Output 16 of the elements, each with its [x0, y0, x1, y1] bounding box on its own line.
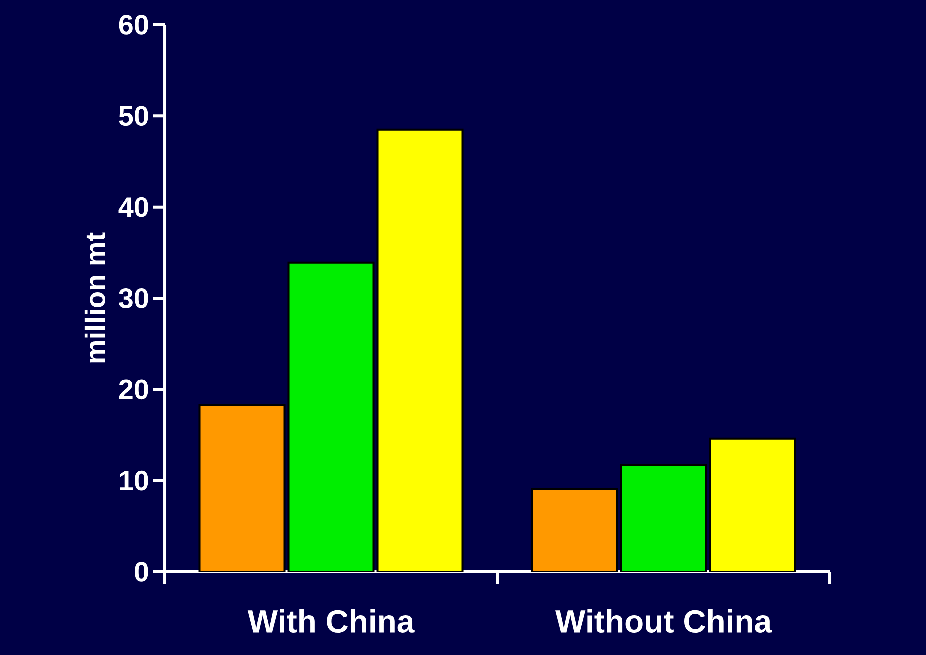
y-tick-label: 20 [119, 380, 148, 400]
x-tick-label: Without China [556, 610, 772, 634]
y-tick-label: 60 [119, 15, 148, 35]
bar [709, 438, 796, 572]
bar [376, 128, 464, 572]
bar [198, 404, 286, 572]
x-tick-label: With China [248, 610, 415, 634]
bar [288, 262, 375, 572]
y-tick-label: 30 [118, 288, 148, 308]
y-tick-label: 50 [119, 106, 148, 126]
y-tick-label: 0 [135, 562, 148, 582]
y-tick-label: 40 [118, 197, 148, 218]
y-axis-title: million mt [84, 232, 106, 363]
bar [531, 488, 618, 572]
bar [620, 464, 708, 572]
y-tick-label: 10 [120, 470, 148, 491]
